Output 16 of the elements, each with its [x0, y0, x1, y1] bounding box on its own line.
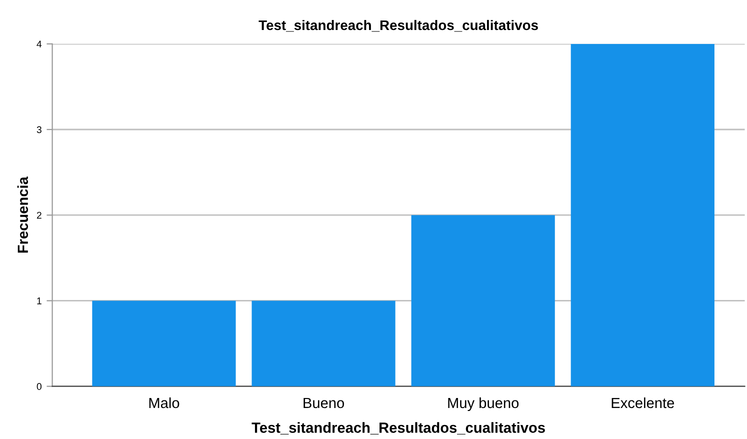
x-axis-title: Test_sitandreach_Resultados_cualitativos — [252, 422, 545, 434]
chart-title: Test_sitandreach_Resultados_cualitativos — [258, 20, 538, 32]
y-tick-label: 0 — [36, 383, 42, 390]
y-tick-label: 1 — [37, 298, 42, 304]
bar — [252, 300, 396, 386]
x-tick-label: Bueno — [304, 398, 344, 408]
x-tick-label: Malo — [149, 397, 180, 408]
y-tick-label: 2 — [36, 212, 42, 219]
y-tick-label: 3 — [36, 126, 42, 134]
x-tick-label: Muy bueno — [448, 397, 519, 412]
bar — [92, 300, 236, 386]
bar — [570, 44, 714, 386]
x-tick-label: Excelente — [612, 397, 674, 408]
y-axis-title: Frecuencia — [17, 176, 28, 253]
y-tick-label: 4 — [36, 40, 42, 48]
bar — [411, 215, 555, 386]
